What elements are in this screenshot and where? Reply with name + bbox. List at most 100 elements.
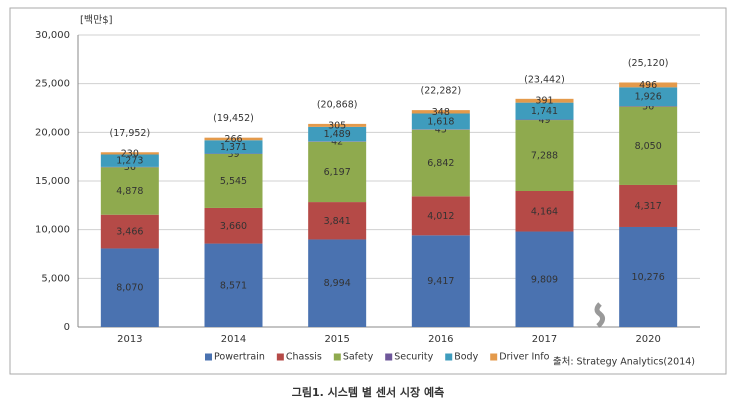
bar-segment xyxy=(411,129,470,197)
value-label: 8,571 xyxy=(220,280,247,291)
value-label: 1,741 xyxy=(531,106,558,117)
x-tick-label: 2020 xyxy=(635,334,660,345)
bar-segment xyxy=(204,153,263,208)
value-label: 4,317 xyxy=(635,201,662,212)
value-label: 5,545 xyxy=(220,176,247,187)
value-label: 9,809 xyxy=(531,274,558,285)
bar-segment xyxy=(515,231,574,327)
bar-segment xyxy=(204,137,263,141)
total-label: (20,868) xyxy=(317,99,358,110)
total-label: (17,952) xyxy=(110,128,151,139)
bar-segment xyxy=(411,235,470,327)
total-label: (23,442) xyxy=(524,74,565,85)
legend-swatch xyxy=(333,353,341,361)
value-label: 8,070 xyxy=(116,283,143,294)
value-label: 56 xyxy=(642,101,654,112)
x-tick-label: 2015 xyxy=(324,334,349,345)
value-label: 3,841 xyxy=(324,216,351,227)
bar-segment xyxy=(100,154,159,167)
value-label: 8,994 xyxy=(324,278,351,289)
value-label: 10,276 xyxy=(632,272,665,283)
y-tick-label: 10,000 xyxy=(35,225,70,236)
value-label: 348 xyxy=(432,107,450,118)
bar-segment xyxy=(515,120,574,191)
y-tick-label: 15,000 xyxy=(35,176,70,187)
value-label: 230 xyxy=(121,148,139,159)
bar-segment xyxy=(619,226,678,327)
total-label: (22,282) xyxy=(421,86,462,97)
axis-break xyxy=(594,302,606,328)
bar-segment xyxy=(204,207,263,244)
value-label: 8,050 xyxy=(635,141,662,152)
value-label: 42 xyxy=(331,137,343,148)
bar-segment xyxy=(100,152,159,155)
value-label: 36 xyxy=(124,162,136,173)
bar-segment xyxy=(411,113,470,130)
bar-segment xyxy=(100,248,159,327)
value-label: 1,371 xyxy=(220,142,247,153)
legend-label: Chassis xyxy=(286,352,322,363)
bar-segment xyxy=(308,141,367,203)
bar-segment xyxy=(619,87,678,107)
bar-segment xyxy=(619,106,678,107)
legend-swatch xyxy=(385,353,393,361)
legend-swatch xyxy=(490,353,498,361)
total-label: (25,120) xyxy=(628,58,669,69)
legend-swatch xyxy=(276,353,284,361)
value-label: 6,197 xyxy=(324,167,351,178)
source: 출처: Strategy Analytics(2014) xyxy=(553,356,695,368)
value-label: 4,878 xyxy=(116,186,143,197)
bar-segment xyxy=(619,82,678,88)
value-label: 4,164 xyxy=(531,206,558,217)
legend-label: Security xyxy=(394,352,433,363)
y-tick-label: 30,000 xyxy=(35,30,70,41)
value-label: 305 xyxy=(328,120,346,131)
value-label: 1,926 xyxy=(635,92,662,103)
x-tick-label: 2013 xyxy=(117,334,142,345)
value-label: 45 xyxy=(435,124,447,135)
bar-segment xyxy=(308,123,367,127)
y-tick-label: 25,000 xyxy=(35,79,70,90)
value-label: 1,273 xyxy=(116,156,143,167)
value-label: 6,842 xyxy=(427,158,454,169)
bar-segment xyxy=(204,243,263,327)
bar-segment xyxy=(100,214,159,249)
bar-segment xyxy=(204,140,263,154)
value-label: 391 xyxy=(535,96,553,107)
y-tick-label: 5,000 xyxy=(41,273,70,284)
value-label: 39 xyxy=(227,149,239,160)
bar-segment xyxy=(619,184,678,227)
chart-frame xyxy=(9,7,727,375)
bar-segment xyxy=(619,106,678,185)
bar-segment xyxy=(308,239,367,327)
legend-label: Driver Info xyxy=(499,352,549,363)
value-label: 4,012 xyxy=(427,211,454,222)
legend-label: Powertrain xyxy=(214,352,265,363)
caption: 그림1. 시스템 별 센서 시장 예측 xyxy=(292,385,444,399)
bar-segment xyxy=(411,110,470,114)
y-tick-label: 0 xyxy=(64,322,70,333)
value-label: 3,660 xyxy=(220,221,247,232)
bar-segment xyxy=(100,167,159,215)
value-label: 3,466 xyxy=(116,227,143,238)
total-label: (19,452) xyxy=(213,113,254,124)
legend-label: Body xyxy=(454,352,478,363)
x-tick-label: 2017 xyxy=(532,334,557,345)
value-label: 1,618 xyxy=(427,116,454,127)
y-tick-label: 20,000 xyxy=(35,127,70,138)
bar-segment xyxy=(515,102,574,120)
y-unit-label: [백만$] xyxy=(80,14,113,26)
legend-label: Safety xyxy=(343,352,374,363)
value-label: 7,288 xyxy=(531,151,558,162)
value-label: 9,417 xyxy=(427,276,454,287)
value-label: 496 xyxy=(639,80,657,91)
bar-segment xyxy=(308,202,367,240)
bar-segment xyxy=(411,196,470,236)
x-tick-label: 2016 xyxy=(428,334,453,345)
value-label: 266 xyxy=(224,134,242,145)
bar-segment xyxy=(308,126,367,142)
legend-swatch xyxy=(205,353,212,361)
bar-segment xyxy=(515,190,574,232)
value-label: 1,489 xyxy=(324,129,351,140)
